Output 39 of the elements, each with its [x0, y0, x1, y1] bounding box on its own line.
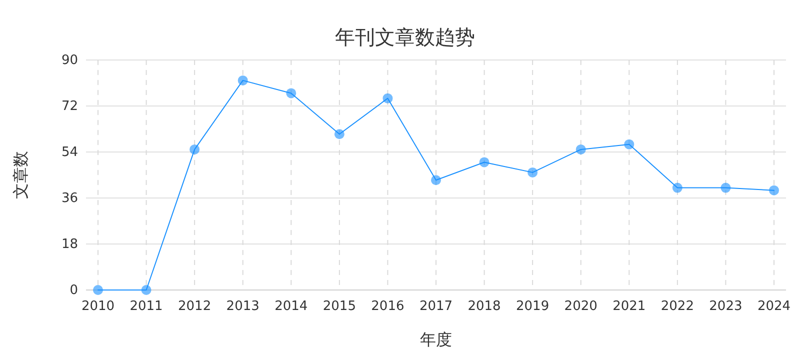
point	[286, 88, 296, 98]
x-tick-label: 2020	[564, 299, 598, 314]
x-axis-title: 年度	[420, 330, 452, 349]
y-tick-label: 36	[61, 191, 78, 206]
point	[238, 75, 248, 86]
y-tick-label: 0	[70, 283, 78, 298]
x-tick-label: 2018	[468, 299, 501, 314]
point	[479, 157, 490, 168]
y-axis-title: 文章数	[11, 151, 30, 199]
x-tick-label: 2024	[757, 299, 791, 314]
x-tick-label: 2015	[322, 299, 356, 314]
x-tick-label: 2021	[612, 299, 646, 314]
x-tick-label: 2017	[419, 299, 453, 314]
x-tick-label: 2019	[516, 299, 550, 314]
x-tick-label: 2012	[178, 299, 212, 314]
x-tick-label: 2014	[274, 299, 308, 314]
x-tick-label: 2010	[81, 299, 115, 314]
x-tick-label: 2011	[130, 299, 163, 314]
x-tick-label: 2022	[660, 299, 694, 314]
x-tick-label: 2016	[371, 299, 404, 314]
point	[624, 139, 634, 150]
point	[672, 182, 682, 193]
y-tick-label: 18	[61, 237, 78, 252]
y-tick-label: 90	[61, 53, 78, 68]
point	[93, 285, 103, 295]
x-tick-label: 2023	[709, 299, 742, 314]
point	[190, 144, 200, 154]
point	[769, 185, 779, 196]
point	[720, 182, 731, 193]
point	[576, 144, 586, 154]
point	[141, 285, 152, 295]
x-tick-label: 2013	[226, 299, 260, 314]
y-tick-label: 72	[61, 99, 78, 114]
point	[334, 129, 344, 140]
point	[382, 93, 393, 104]
chart-title: 年刊文章数趋势	[335, 25, 475, 49]
point	[528, 167, 538, 178]
y-tick-label: 54	[61, 145, 78, 160]
point	[431, 175, 441, 186]
